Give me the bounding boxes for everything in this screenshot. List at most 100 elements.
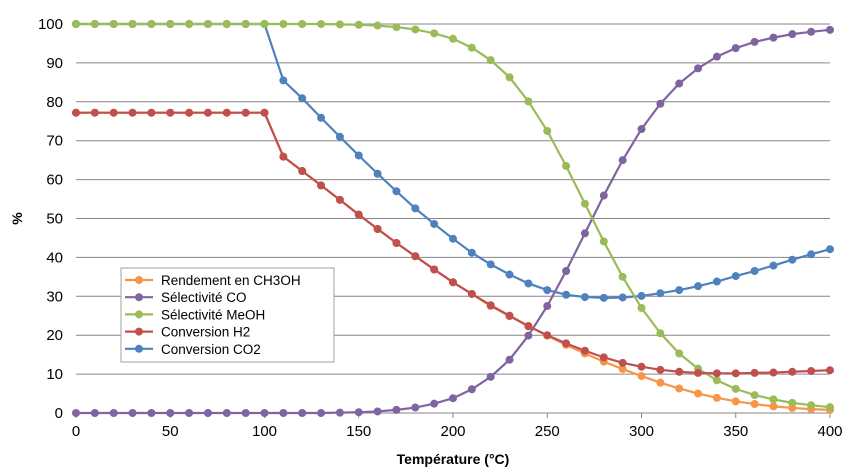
data-point [392,405,401,414]
data-point [72,20,80,28]
y-tick-label: 20 [46,327,63,344]
data-point [241,20,250,28]
data-point [826,366,834,375]
y-axis-title: % [9,212,25,225]
y-tick-label: 30 [46,288,63,305]
data-point [147,108,156,117]
data-point [543,331,552,340]
data-point [411,204,420,213]
data-point [505,311,514,320]
data-point [731,384,740,393]
data-point [449,34,457,43]
legend-label: Rendement en CH3OH [161,273,301,288]
x-tick-label: 150 [346,423,371,440]
data-point [449,394,457,403]
legend-label: Sélectivité MeOH [161,307,265,322]
data-point [128,108,137,117]
data-point [712,277,721,286]
y-tick-label: 60 [46,172,63,189]
data-point [656,99,665,108]
series-line [76,111,831,411]
y-tick-label: 10 [46,366,63,383]
data-point [241,108,250,117]
data-point [807,27,816,36]
data-point [826,245,834,254]
x-tick-label: 50 [162,423,179,440]
data-point [580,229,589,238]
legend: Rendement en CH3OH Sélectivité CO Sélectiv… [120,267,335,363]
data-point [279,76,288,85]
data-point [675,286,684,295]
data-point [750,368,759,377]
data-point [411,252,420,261]
legend-swatch-marker [135,276,143,284]
y-tick-label: 80 [46,94,63,111]
data-point [807,401,816,410]
data-point [486,372,495,381]
data-point [524,322,533,331]
data-point [260,108,269,117]
y-tick-label: 50 [46,211,63,228]
data-point [562,161,571,170]
x-axis-title: Température (°C) [397,451,510,467]
series-line [76,22,831,299]
data-point [373,169,382,178]
data-point [430,399,439,408]
data-point [354,408,363,417]
data-point [524,97,533,106]
data-point [656,329,665,338]
data-point [731,44,740,53]
data-point [430,219,439,228]
data-point [411,403,420,412]
data-point [298,167,307,176]
x-tick-label: 200 [440,423,465,440]
data-point [618,365,627,374]
data-point [430,265,439,274]
data-point [373,225,382,234]
legend-item: Rendement en CH3OH [125,273,301,288]
data-point [128,20,137,28]
data-point [731,397,740,406]
data-point [562,267,571,276]
data-point [807,366,816,375]
data-point [467,248,476,257]
data-point [185,409,194,417]
data-point [826,403,834,412]
data-point [335,20,344,29]
data-point [279,409,288,417]
data-point [317,409,326,417]
data-point [788,30,797,39]
data-point [788,255,797,264]
data-point [731,272,740,281]
data-point [524,279,533,288]
legend-label: Sélectivité CO [161,290,247,305]
data-point [335,195,344,204]
data-point [392,23,401,32]
data-point [354,20,363,29]
data-point [637,372,646,381]
series-conversion-h2 [72,108,834,378]
data-point [769,395,778,404]
y-tick-label: 40 [46,249,63,266]
data-point [618,272,627,281]
legend-swatch-marker [135,310,143,319]
y-tick-label: 0 [55,405,63,422]
data-point [279,152,288,161]
legend-swatch-marker [135,293,143,302]
legend-swatch-marker [135,344,143,353]
data-point [147,409,156,417]
data-point [675,79,684,88]
data-point [580,293,589,302]
data-point [185,20,194,28]
data-point [694,64,703,73]
data-point [185,108,194,117]
data-point [656,378,665,387]
data-point [90,409,99,417]
data-point [222,409,231,417]
data-point [712,369,721,378]
legend-item: Sélectivité CO [125,290,247,305]
data-point [599,353,608,362]
data-point [618,156,627,165]
data-point [298,94,307,103]
